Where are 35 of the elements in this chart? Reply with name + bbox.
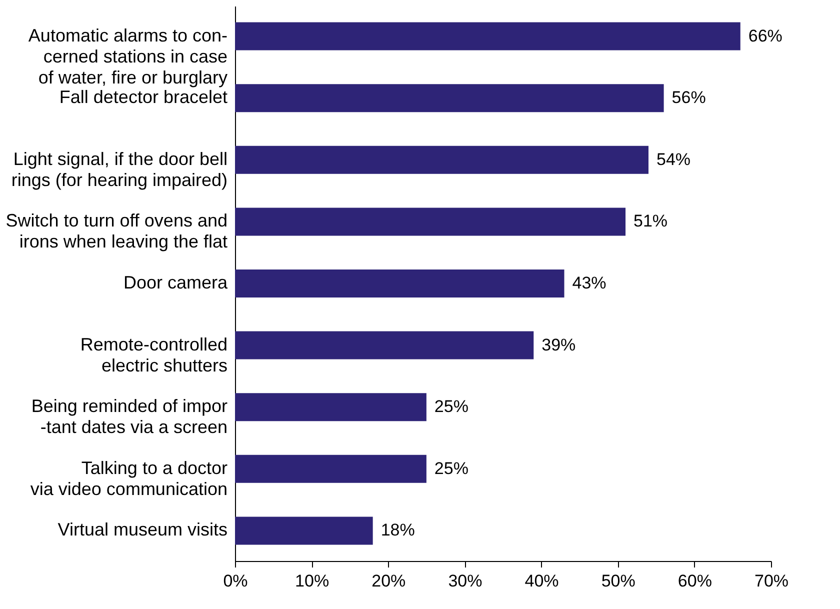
- y-tick-label: Virtual museum visits: [58, 520, 228, 540]
- x-tick-label: 50%: [601, 572, 636, 590]
- bar: [235, 393, 426, 422]
- bar: [235, 22, 740, 50]
- bar: [235, 146, 648, 174]
- bar: [235, 454, 426, 483]
- data-label: 25%: [434, 458, 468, 478]
- y-tick-label: Being reminded of impor -tant dates via a screen: [31, 396, 228, 438]
- x-tick-label: 20%: [372, 572, 406, 590]
- y-tick-label: Light signal, if the door bell rings (for hearing impaired): [11, 148, 228, 190]
- y-tick-label: Automatic alarms to con- cerned stations in case of water, fire or burglary: [28, 25, 228, 88]
- bar: [235, 331, 534, 360]
- data-label: 56%: [672, 88, 706, 108]
- x-tick-label: 30%: [448, 572, 482, 590]
- data-label: 39%: [542, 335, 576, 354]
- bar: [235, 270, 564, 298]
- x-tick-label: 0%: [223, 572, 248, 590]
- bar: [235, 84, 664, 112]
- x-tick-label: 70%: [754, 572, 789, 590]
- data-label: 43%: [572, 274, 606, 292]
- y-tick-label: Switch to turn off ovens and irons when leaving the flat: [6, 210, 228, 252]
- data-label: 66%: [748, 26, 782, 46]
- y-tick-label: Talking to a doctor via video communication: [30, 458, 228, 499]
- data-label: 18%: [380, 520, 415, 540]
- data-label: 54%: [656, 150, 691, 169]
- data-label: 51%: [634, 212, 668, 231]
- y-tick-label: Fall detector bracelet: [59, 87, 228, 108]
- x-tick-label: 10%: [295, 572, 330, 590]
- data-label: 25%: [434, 397, 468, 416]
- y-tick-label: Door camera: [123, 272, 228, 292]
- bar: [235, 208, 626, 236]
- bar: [235, 516, 373, 545]
- x-tick-label: 60%: [678, 572, 712, 590]
- y-tick-label: Remote-controlled electric shutters: [80, 334, 228, 376]
- x-tick-label: 40%: [524, 572, 559, 590]
